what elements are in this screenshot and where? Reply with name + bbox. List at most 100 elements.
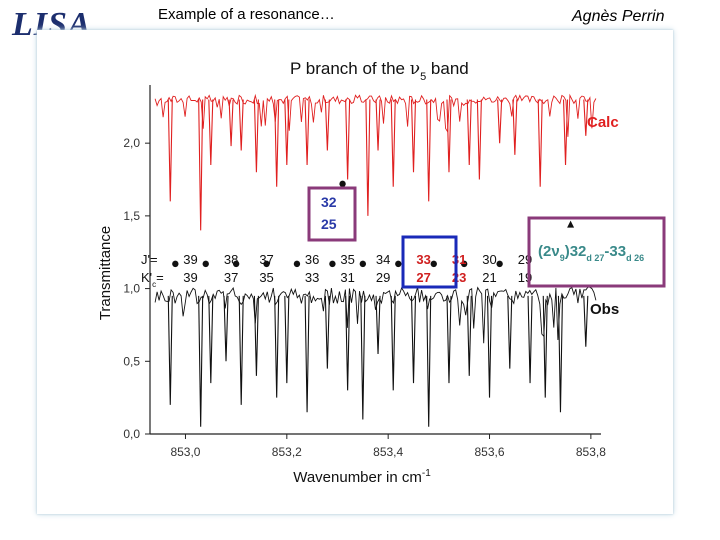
j-value-label: 38 [224,252,238,267]
chart-title: P branch of the ν5 band [290,59,469,83]
author-name: Agnès Perrin [572,8,665,25]
calc-absorption-line [345,99,351,180]
calc-absorption-line [390,99,396,187]
line-marker-dot [460,260,468,268]
obs-absorption-line [238,295,244,405]
calc-absorption-line [228,99,234,147]
line-marker-dot [359,260,367,268]
j-value-label: 34 [376,252,390,267]
line-marker-dot [293,260,301,268]
k-value-label: 35 [259,270,273,285]
k-value-label: 27 [416,270,430,285]
j-value-label: 33 [416,252,430,267]
k-value-label: 21 [482,270,496,285]
y-axis-label: Transmittance [97,226,114,320]
line-marker-dot [339,180,346,188]
calc-absorption-line [562,99,569,165]
calc-absorption-line [365,99,371,216]
calc-absorption-line [284,99,290,165]
line-marker-dot [263,260,270,268]
slide-title: Example of a resonance… [158,6,335,23]
obs-absorption-line [284,295,290,384]
k-prefix-label: K'c= [141,270,164,289]
calc-absorption-line [410,99,417,173]
obs-absorption-line [557,295,564,413]
k-value-label: 29 [376,270,390,285]
obs-absorption-line [527,295,533,384]
calc-absorption-line [583,99,589,136]
boxed-lower-label: 25 [321,216,337,232]
boxed-upper-label: 32 [321,194,337,210]
resonance-box-large [527,216,666,288]
triangle-marker [567,220,575,228]
k-value-label: 37 [224,270,238,285]
obs-absorption-line [375,295,381,355]
calc-absorption-line [208,99,214,165]
calc-absorption-line [375,99,381,151]
calc-absorption-line [476,99,482,180]
resonance-box-small [307,186,357,242]
calc-absorption-line [537,99,543,187]
calc-absorption-line [253,99,259,173]
j-value-label: 30 [482,252,496,267]
resonance-box-blue [401,235,458,289]
line-marker-dot [395,260,402,268]
calc-absorption-line [167,99,173,202]
calc-absorption-line [274,99,280,187]
k-value-label: 31 [340,270,354,285]
k-value-label: 23 [452,270,466,285]
obs-absorption-line [345,295,351,391]
line-marker-dot [430,260,437,268]
line-marker-dot [172,260,179,268]
j-value-label: 36 [305,252,319,267]
j-prefix-label: J'= [141,252,158,267]
calc-absorption-line [466,99,472,165]
obs-absorption-line [466,295,472,376]
obs-absorption-line [324,295,330,369]
obs-absorption-line [198,295,204,427]
calc-absorption-line [446,99,452,173]
obs-absorption-line [253,295,259,376]
obs-absorption-line [410,295,417,384]
obs-absorption-line [274,295,280,398]
obs-absorption-line [304,295,310,413]
obs-absorption-line [167,295,173,405]
calc-absorption-line [426,99,432,202]
plot-area: 853,0 853,2 853,4 853,6 853,8 0,0 0,5 1,0 1,5 2,0… [123,85,606,459]
obs-absorption-line [426,295,432,427]
calc-series-line [154,93,597,137]
obs-absorption-line [208,295,214,384]
x-tick-label: 853,8 [576,445,606,459]
obs-series-line [154,286,597,344]
line-marker-dot [496,260,503,268]
figure-panel: P branch of the ν5 band Transmittance Wa… [37,30,673,514]
calc-label: Calc [587,114,619,131]
line-marker-dot [232,260,240,268]
x-tick-label: 853,2 [272,445,302,459]
obs-absorption-line [542,295,548,398]
calc-absorption-line [238,99,244,151]
resonance-label: (2ν9)32d 27-33d 26 [538,243,644,263]
obs-absorption-line [486,295,493,398]
y-tick-label: 1,5 [123,209,140,223]
line-marker-dot [329,260,336,268]
j-value-label: 31 [452,252,466,267]
obs-absorption-line [583,295,589,347]
obs-label: Obs [590,301,619,318]
calc-absorption-line [304,99,310,165]
y-tick-label: 1,0 [123,282,140,296]
y-tick-label: 0,0 [123,427,140,441]
calc-absorption-line [497,99,503,144]
line-marker-dot [202,260,209,268]
k-value-label: 33 [305,270,319,285]
obs-absorption-line [223,295,229,362]
y-tick-label: 2,0 [123,136,140,150]
x-tick-label: 853,0 [170,445,200,459]
calc-absorption-line [198,99,204,231]
obs-absorption-line [507,295,513,369]
calc-absorption-line [512,99,518,155]
spectrum-chart: P branch of the ν5 band Transmittance Wa… [97,59,666,486]
x-axis-label: Wavenumber in cm-1 [293,468,431,486]
x-tick-label: 853,4 [373,445,403,459]
obs-absorption-line [360,295,366,420]
